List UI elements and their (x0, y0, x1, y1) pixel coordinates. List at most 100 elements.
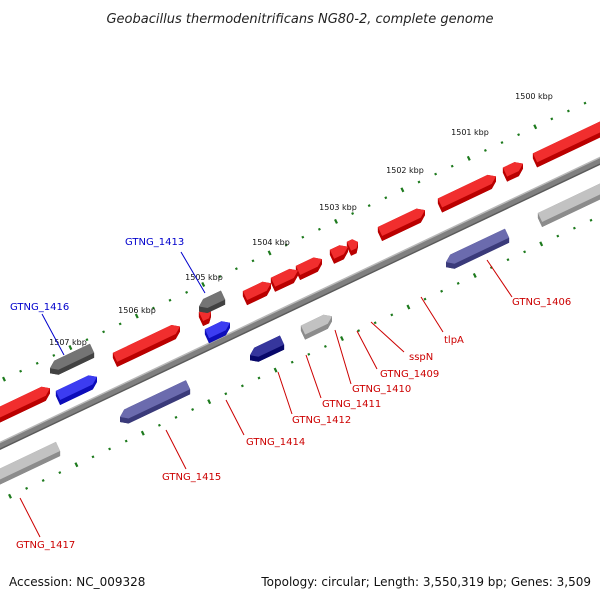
gene-arrow-edge (120, 417, 129, 424)
gene-arrow-forward (270, 268, 298, 292)
ruler-tick (174, 415, 178, 419)
ruler-tick (207, 399, 212, 405)
ruler-kbp-label: 1505 kbp (185, 273, 223, 282)
ruler-tick (572, 226, 576, 230)
gene-arrow-edge (204, 329, 210, 344)
gene-label: GTNG_1409 (380, 369, 439, 380)
gene-arrow-edge (247, 290, 267, 306)
map-title: Geobacillus thermodenitrificans NG80-2, … (106, 12, 493, 27)
ruler-tick (168, 298, 172, 302)
ruler-tick (191, 408, 195, 411)
ruler-tick (102, 330, 106, 334)
gene-arrow-forward (112, 325, 180, 367)
ruler-tick (583, 101, 587, 105)
gene-arrow-edge (537, 213, 543, 227)
gene-arrow-reverse (0, 441, 61, 485)
ruler-tick (267, 250, 272, 256)
ruler-tick (124, 439, 128, 443)
gene-arrow-edge (293, 270, 298, 283)
ruler-tick (68, 345, 73, 351)
ruler-tick (517, 133, 521, 137)
gene-leader-line (277, 371, 293, 415)
ruler-tick (25, 486, 29, 490)
gene-label: GTNG_1411 (322, 399, 381, 410)
gene-arrow-edge (209, 311, 211, 324)
gene-leader-line (370, 321, 405, 353)
gene-arrow-edge (199, 306, 208, 313)
gene-label: GTNG_1410 (352, 384, 411, 395)
gene-arrow-edge (454, 237, 510, 269)
gene-arrow-forward (502, 162, 523, 182)
gene-arrow-top (120, 380, 191, 419)
gene-arrow-reverse (537, 183, 600, 227)
ruler-tick (85, 338, 89, 342)
gene-arrow-top (300, 314, 332, 335)
ruler-tick (450, 164, 454, 168)
gene-arrow-edge (437, 198, 443, 213)
gene-arrow-edge (0, 395, 46, 423)
gene-label: GTNG_1416 (10, 302, 69, 313)
gene-leader-line (19, 497, 41, 538)
gene-leader-line (420, 296, 444, 333)
ruler-tick (317, 227, 321, 231)
gene-arrow-edge (343, 246, 348, 260)
gene-arrow-top (295, 257, 322, 275)
ruler-tick (41, 479, 45, 482)
ruler-tick (58, 471, 62, 475)
ruler-tick (257, 376, 261, 380)
ruler-tick (8, 493, 12, 499)
ruler-tick (108, 447, 112, 451)
gene-leader-line (486, 259, 513, 298)
ruler-tick (157, 423, 161, 427)
ruler-tick (390, 313, 394, 317)
gene-label: GTNG_1412 (292, 415, 351, 426)
gene-arrow-top (377, 208, 425, 236)
gene-arrow-top (346, 239, 358, 251)
gene-arrow-reverse (250, 335, 285, 362)
backbone-shadow (0, 163, 600, 450)
gene-label: GTNG_1413 (125, 237, 184, 248)
gene-arrow-edge (117, 334, 176, 367)
ruler-tick (472, 272, 477, 278)
ruler-tick (290, 360, 294, 364)
genome-summary-text: Topology: circular; Length: 3,550,319 bp… (260, 575, 591, 589)
ruler-tick (566, 109, 570, 113)
ruler-tick (218, 275, 222, 279)
gene-arrow-forward (346, 239, 358, 256)
gene-arrow-top (446, 228, 510, 264)
ruler-tick (2, 376, 6, 382)
gene-arrow-edge (346, 241, 352, 256)
gene-arrow-edge (507, 171, 519, 182)
ruler-tick (523, 250, 527, 254)
gene-arrow-top (537, 183, 600, 222)
gene-arrow-edge (45, 388, 50, 401)
gene-arrow-edge (351, 248, 357, 256)
ruler-tick (201, 281, 206, 287)
genome-backbone (0, 156, 600, 450)
ruler-tick (406, 304, 411, 310)
gene-arrow-edge (198, 312, 204, 326)
gene-arrow-edge (542, 194, 600, 227)
gene-arrow-edge (382, 217, 421, 241)
gene-arrow-edge (92, 376, 97, 390)
gene-leader-line (305, 354, 322, 399)
ruler-tick (323, 344, 327, 348)
backbone-line (0, 158, 600, 449)
gene-arrow-reverse (55, 375, 97, 405)
outer-position-ruler (2, 101, 587, 382)
ruler-tick (373, 321, 377, 325)
ruler-tick (357, 329, 361, 333)
ruler-tick (234, 267, 238, 271)
gene-arrow-edge (491, 176, 496, 189)
ruler-tick (251, 259, 255, 263)
gene-arrow-edge (420, 210, 425, 223)
gene-arrow-edge (55, 390, 61, 405)
gene-arrow-edge (175, 326, 180, 339)
gene-arrow-top (50, 343, 95, 370)
gene-arrow-edge (60, 384, 93, 405)
gene-leader-line (225, 399, 245, 436)
gene-arrow-top (437, 174, 496, 208)
gene-arrow-forward (377, 208, 425, 241)
gene-label: sspN (409, 352, 433, 363)
ruler-tick (151, 306, 155, 310)
